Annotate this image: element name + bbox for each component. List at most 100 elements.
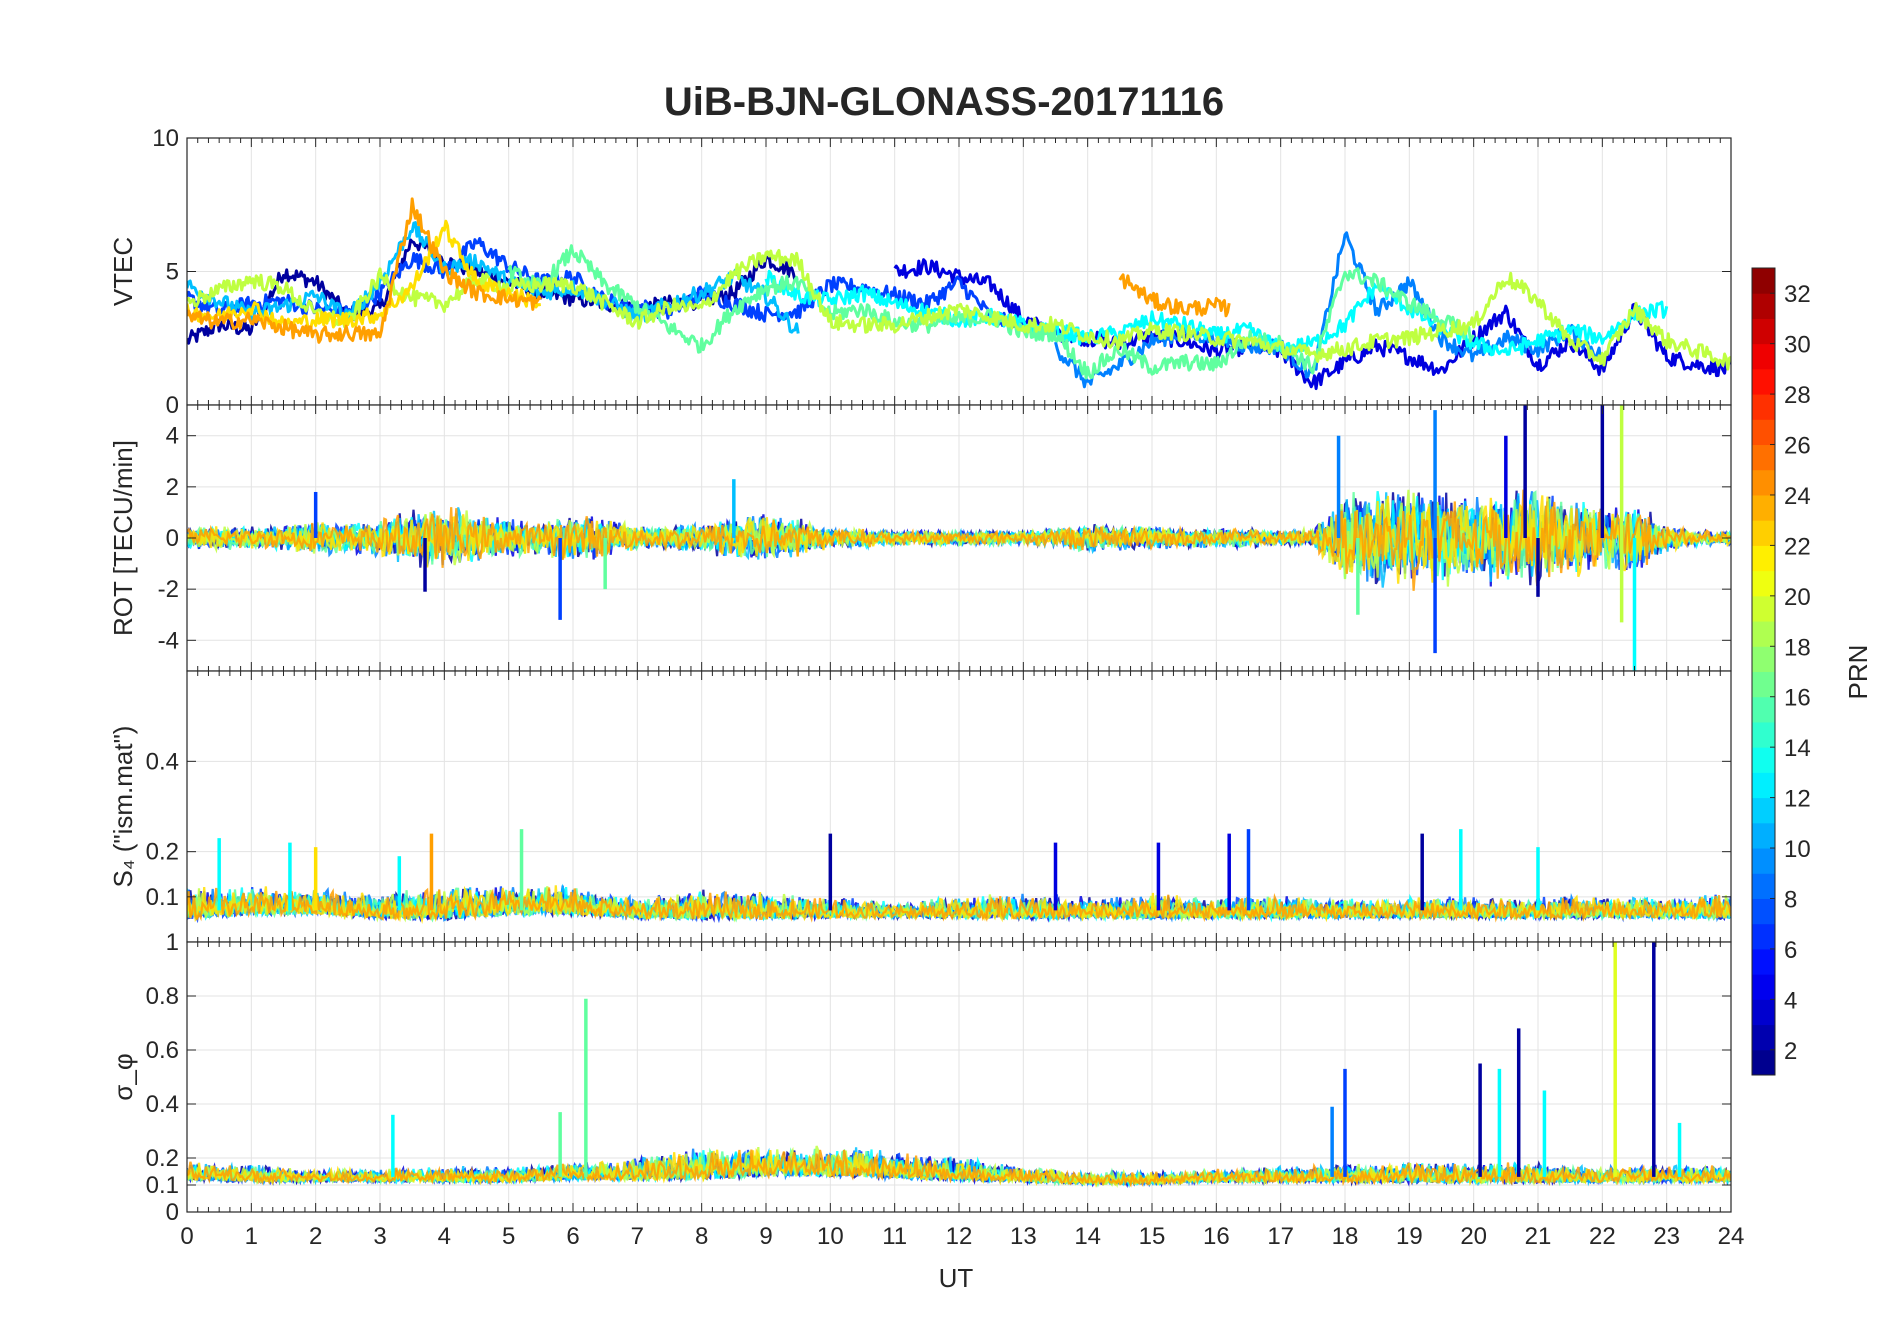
y-axis-label: VTEC [108, 237, 138, 306]
y-tick-label: 5 [166, 259, 179, 286]
noise-series-prn-24 [187, 489, 1731, 591]
colorbar-tick-label: 4 [1784, 987, 1797, 1014]
y-tick-label: 0.6 [146, 1037, 179, 1064]
colorbar-step [1752, 494, 1775, 521]
x-tick-label: 23 [1653, 1223, 1680, 1250]
x-tick-label: 3 [373, 1223, 386, 1250]
colorbar-tick-label: 14 [1784, 735, 1811, 762]
x-tick-label: 10 [817, 1223, 844, 1250]
y-axis-label: ROT [TECU/min] [108, 440, 138, 636]
y-axis-label: S₄ ("ism.mat") [108, 726, 138, 888]
colorbar-step [1752, 974, 1775, 1000]
y-tick-label: 0.2 [146, 1145, 179, 1172]
vtec-series-prn-13 [764, 269, 1669, 357]
colorbar-step [1752, 696, 1775, 723]
colorbar-tick-label: 26 [1784, 433, 1811, 460]
x-tick-label: 24 [1718, 1223, 1745, 1250]
x-tick-label: 9 [759, 1223, 772, 1250]
colorbar-step [1752, 268, 1775, 294]
x-tick-label: 18 [1332, 1223, 1359, 1250]
colorbar-step [1752, 1049, 1775, 1076]
colorbar-step [1752, 721, 1775, 748]
colorbar-tick-label: 12 [1784, 786, 1811, 813]
colorbar-tick-label: 2 [1784, 1038, 1797, 1065]
panel-1: 0 5 10 VTEC [108, 125, 1732, 419]
colorbar-label: PRN [1843, 645, 1873, 700]
panel-data [187, 942, 1731, 1189]
x-tick-label: 4 [438, 1223, 451, 1250]
chart-title: UiB-BJN-GLONASS-20171116 [664, 80, 1224, 124]
colorbar-tick-label: 30 [1784, 332, 1811, 359]
vtec-series-prn-24 [1118, 273, 1231, 318]
colorbar-step [1752, 671, 1775, 698]
vtec-series-prn-16 [507, 244, 1475, 380]
colorbar-step [1752, 898, 1775, 925]
y-tick-label: 0 [166, 1199, 179, 1226]
colorbar-tick-label: 32 [1784, 281, 1811, 308]
y-tick-label: 0.8 [146, 983, 179, 1010]
colorbar-step [1752, 343, 1775, 370]
panel-data [187, 197, 1731, 391]
x-tick-label: 12 [946, 1223, 973, 1250]
y-tick-label: 10 [152, 125, 179, 152]
colorbar-tick-label: 28 [1784, 382, 1811, 409]
x-tick-label: 8 [695, 1223, 708, 1250]
colorbar-step [1752, 293, 1775, 319]
panel-data [187, 405, 1731, 671]
panel-2: -4 -2 0 2 4 ROT [TECU/min] [108, 404, 1732, 672]
y-tick-label: 0.1 [146, 884, 179, 911]
panel-data [187, 829, 1731, 924]
colorbar-step [1752, 318, 1775, 345]
colorbar-step [1752, 772, 1775, 799]
colorbar-tick-label: 16 [1784, 685, 1811, 712]
x-tick-label: 16 [1203, 1223, 1230, 1250]
colorbar-step [1752, 394, 1775, 420]
colorbar-tick-label: 22 [1784, 533, 1811, 560]
y-tick-label: -4 [158, 627, 179, 654]
y-tick-label: 0 [166, 525, 179, 552]
vtec-series-prn-11 [187, 221, 800, 334]
colorbar-step [1752, 621, 1775, 647]
x-tick-label: 11 [882, 1223, 907, 1250]
y-tick-label: 0.1 [146, 1172, 179, 1199]
x-tick-label: 6 [566, 1223, 579, 1250]
colorbar-step [1752, 419, 1775, 446]
x-tick-label: 20 [1460, 1223, 1487, 1250]
y-tick-label: 2 [166, 474, 179, 501]
vtec-series-prn-19 [187, 248, 1731, 371]
noise-series-prn-24 [187, 887, 1731, 923]
noise-series-prn-22 [187, 495, 1731, 584]
colorbar-step [1752, 797, 1775, 824]
colorbar-step [1752, 595, 1775, 622]
y-tick-label: 0.2 [146, 839, 179, 866]
x-tick-label: 13 [1010, 1223, 1037, 1250]
colorbar-step [1752, 444, 1775, 471]
colorbar-tick-label: 10 [1784, 836, 1811, 863]
colorbar-step [1752, 873, 1775, 899]
colorbar-step [1752, 469, 1775, 496]
x-axis-label: UT [939, 1263, 974, 1293]
x-tick-label: 7 [631, 1223, 644, 1250]
x-tick-label: 2 [309, 1223, 322, 1250]
colorbar-step [1752, 520, 1775, 546]
colorbar-tick-label: 18 [1784, 634, 1811, 661]
colorbar-step [1752, 570, 1775, 597]
y-tick-label: 1 [166, 929, 179, 956]
colorbar-frame [1751, 267, 1776, 1076]
colorbar-step [1752, 368, 1775, 395]
panel-3: 0.1 0.2 0.4 S₄ ("ism.mat") [108, 670, 1732, 943]
colorbar-step [1752, 747, 1775, 773]
y-tick-label: -2 [158, 576, 179, 603]
x-tick-label: 1 [245, 1223, 258, 1250]
y-tick-label: 4 [166, 423, 179, 450]
x-tick-label: 17 [1267, 1223, 1294, 1250]
colorbar-tick-label: 20 [1784, 584, 1811, 611]
colorbar-tick-label: 24 [1784, 483, 1811, 510]
x-tick-label: 14 [1074, 1223, 1101, 1250]
colorbar-tick-label: 6 [1784, 937, 1797, 964]
y-axis-label: σ_φ [108, 1053, 138, 1100]
x-tick-label: 15 [1139, 1223, 1166, 1250]
x-tick-label: 19 [1396, 1223, 1423, 1250]
